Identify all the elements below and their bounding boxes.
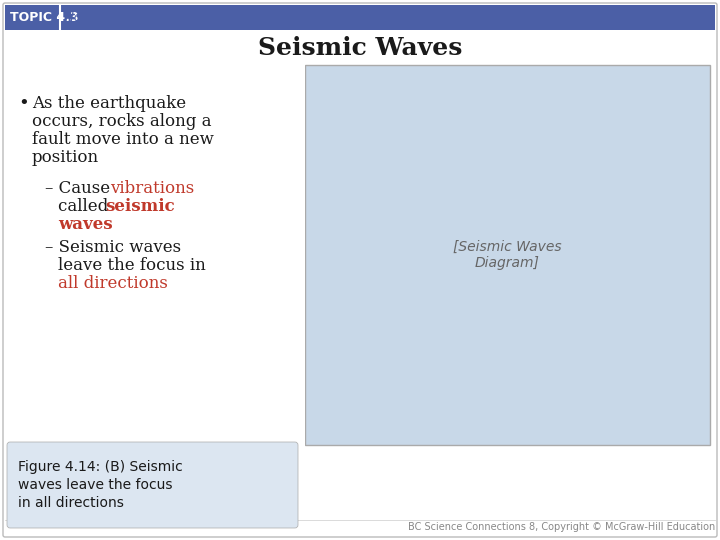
Text: How does the theory of plate tectonics explain Earth's geological processes?: How does the theory of plate tectonics e… bbox=[65, 11, 518, 24]
Text: occurs, rocks along a: occurs, rocks along a bbox=[32, 113, 212, 130]
Text: •: • bbox=[18, 95, 29, 113]
Bar bbox=[305, 65, 710, 445]
Bar bbox=[5, 30, 305, 535]
FancyBboxPatch shape bbox=[3, 3, 717, 537]
Text: Seismic Waves: Seismic Waves bbox=[258, 36, 462, 60]
Text: Figure 4.14: (B) Seismic: Figure 4.14: (B) Seismic bbox=[18, 460, 183, 474]
Text: – Seismic waves: – Seismic waves bbox=[45, 239, 181, 256]
Text: position: position bbox=[32, 149, 99, 166]
Text: fault move into a new: fault move into a new bbox=[32, 131, 214, 148]
Text: called: called bbox=[58, 198, 114, 215]
Bar bbox=[5, 5, 715, 30]
Text: TOPIC 4.3: TOPIC 4.3 bbox=[10, 11, 78, 24]
Text: – Cause: – Cause bbox=[45, 180, 115, 197]
Text: waves leave the focus: waves leave the focus bbox=[18, 478, 173, 492]
Text: in all directions: in all directions bbox=[18, 496, 124, 510]
Text: all directions: all directions bbox=[58, 275, 168, 292]
Text: [Seismic Waves
Diagram]: [Seismic Waves Diagram] bbox=[453, 240, 562, 270]
Text: BC Science Connections 8, Copyright © McGraw-Hill Education: BC Science Connections 8, Copyright © Mc… bbox=[408, 522, 715, 532]
Text: waves: waves bbox=[58, 216, 112, 233]
Text: As the earthquake: As the earthquake bbox=[32, 95, 186, 112]
Text: leave the focus in: leave the focus in bbox=[58, 257, 206, 274]
Text: vibrations: vibrations bbox=[110, 180, 194, 197]
FancyBboxPatch shape bbox=[7, 442, 298, 528]
Text: seismic: seismic bbox=[105, 198, 175, 215]
